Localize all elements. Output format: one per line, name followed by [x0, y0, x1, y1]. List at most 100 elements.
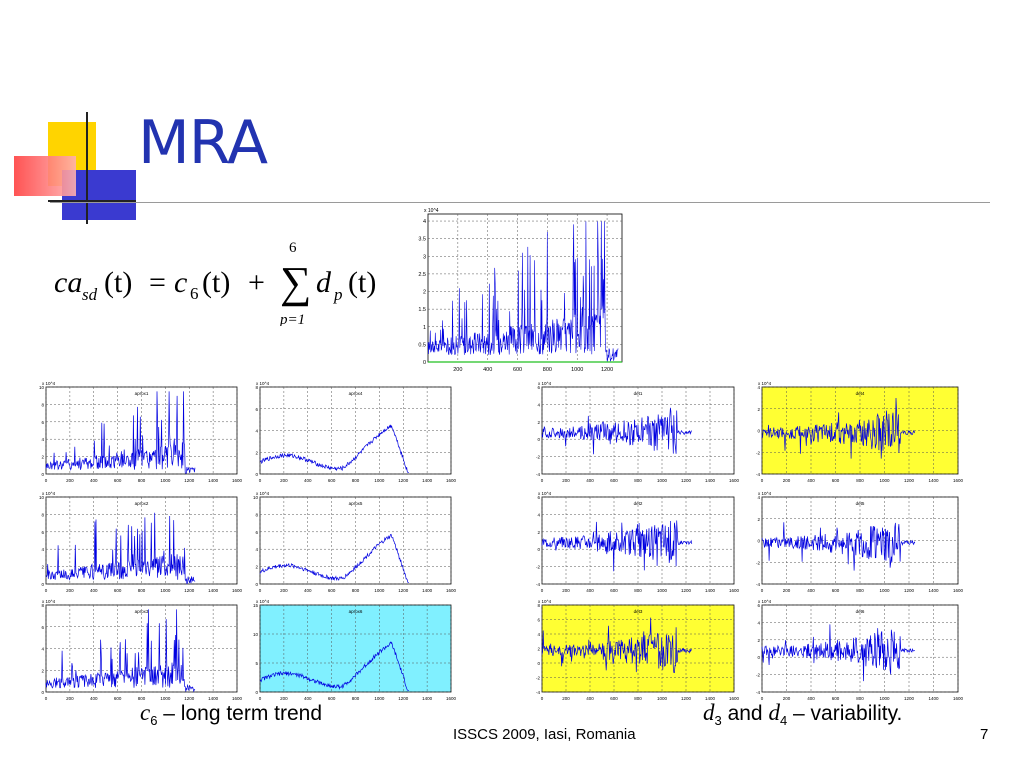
axis-exponent: x 10^4	[256, 381, 270, 386]
x-tick-label: 1200	[184, 478, 195, 483]
x-tick-label: 1400	[208, 588, 219, 593]
x-tick-label: 1200	[904, 478, 915, 483]
chart-aprox3: 0 200 400 600 800 1000 1200 1400 1600 0 2 4 6 8 x 10^4…	[36, 596, 243, 704]
x-tick-label: 200	[280, 588, 288, 593]
x-tick-label: 400	[586, 588, 594, 593]
x-tick-label: 1000	[571, 367, 583, 373]
x-tick-label: 400	[807, 696, 815, 701]
x-tick-label: 0	[541, 588, 544, 593]
formula-sum-top: 6	[289, 240, 297, 256]
y-tick-label: -4	[536, 690, 540, 695]
y-tick-label: 2	[255, 565, 258, 570]
x-tick-label: 200	[280, 478, 288, 483]
x-tick-label: 800	[634, 696, 642, 701]
x-tick-label: 0	[259, 478, 262, 483]
slide-title: MRA	[138, 108, 268, 178]
x-tick-label: 200	[562, 478, 570, 483]
panel-label: aprox4	[349, 391, 363, 396]
x-tick-label: 1600	[232, 478, 243, 483]
y-tick-label: 4	[537, 512, 540, 517]
x-tick-label: 800	[138, 478, 146, 483]
x-tick-label: 1400	[928, 588, 939, 593]
y-tick-label: 6	[537, 618, 540, 623]
y-tick-label: 3	[423, 254, 426, 260]
axis-exponent: x 10^4	[758, 491, 772, 496]
title-divider	[50, 202, 990, 203]
x-tick-label: 800	[856, 478, 864, 483]
panel-label: aprox6	[349, 609, 363, 614]
signal-line	[541, 407, 693, 455]
y-tick-label: 0	[757, 539, 760, 544]
formula-sum-bottom: p=1	[279, 312, 305, 326]
x-tick-label: 1200	[398, 696, 409, 701]
axis-exponent: x 10^4	[538, 599, 552, 604]
y-tick-label: 2	[41, 565, 44, 570]
x-tick-label: 800	[138, 696, 146, 701]
y-tick-label: 8	[41, 603, 44, 608]
x-tick-label: 0	[761, 478, 764, 483]
y-tick-label: 6	[537, 385, 540, 390]
x-tick-label: 200	[66, 478, 74, 483]
panel-label: det4	[856, 391, 865, 396]
formula-sigma: ∑	[280, 258, 311, 307]
caption-d4-symbol: d	[768, 700, 780, 725]
x-tick-label: 800	[856, 588, 864, 593]
y-tick-label: 1	[423, 325, 426, 331]
axis-exponent: x 10^4	[538, 491, 552, 496]
signal-line	[45, 512, 196, 585]
plot-area	[427, 213, 623, 363]
y-tick-label: 2.5	[418, 272, 426, 278]
signal-line	[259, 424, 409, 473]
axis-exponent: x 10^4	[256, 491, 270, 496]
signal-line	[45, 609, 196, 693]
caption-d4-sub: 4	[779, 713, 788, 729]
caption-and: and	[721, 702, 769, 725]
signal-line	[762, 397, 916, 459]
y-tick-label: 4	[537, 402, 540, 407]
y-tick-label: 0	[41, 690, 44, 695]
y-tick-label: 0.5	[418, 342, 426, 348]
x-tick-label: 1400	[422, 478, 433, 483]
formula-plus: +	[248, 266, 265, 299]
formula-lhs-sub: sd	[82, 285, 98, 304]
x-tick-label: 1400	[928, 696, 939, 701]
x-tick-label: 1600	[953, 478, 964, 483]
x-tick-label: 200	[783, 696, 791, 701]
x-tick-label: 600	[832, 696, 840, 701]
x-tick-label: 1400	[422, 696, 433, 701]
signal-line	[259, 533, 409, 583]
x-tick-label: 800	[138, 588, 146, 593]
x-tick-label: 600	[610, 588, 618, 593]
x-tick-label: 600	[610, 696, 618, 701]
y-tick-label: 0	[255, 472, 258, 477]
x-tick-label: 200	[783, 478, 791, 483]
y-tick-label: 6	[41, 530, 44, 535]
x-tick-label: 600	[328, 696, 336, 701]
y-tick-label: 4	[757, 620, 760, 625]
signal-line	[541, 520, 693, 572]
y-tick-label: 2	[537, 530, 540, 535]
y-tick-label: 4	[41, 547, 44, 552]
x-tick-label: 1600	[446, 588, 457, 593]
chart-aprox2: 0 200 400 600 800 1000 1200 1400 1600 0 2 4 6 8 10 x 10…	[36, 488, 243, 596]
x-tick-label: 400	[304, 696, 312, 701]
panel-label: aprox2	[135, 501, 149, 506]
x-tick-label: 400	[304, 478, 312, 483]
y-tick-label: 2	[41, 455, 44, 460]
caption-trend: c6 – long term trend	[140, 700, 322, 728]
caption-variability-text: – variability.	[787, 702, 903, 725]
y-tick-label: 10	[253, 632, 259, 637]
y-tick-label: 0	[757, 429, 760, 434]
caption-d3-sub: 3	[714, 713, 722, 729]
x-tick-label: 200	[783, 588, 791, 593]
x-tick-label: 600	[114, 478, 122, 483]
x-tick-label: 400	[483, 367, 492, 373]
y-tick-label: -4	[756, 472, 760, 477]
y-tick-label: 6	[255, 407, 258, 412]
mra-formula: ca sd (t) = c 6 (t) + 6 ∑ p=1 d p (t)	[54, 240, 376, 326]
signal-line	[761, 624, 916, 682]
x-tick-label: 800	[543, 367, 552, 373]
x-tick-label: 1200	[398, 478, 409, 483]
x-tick-label: 400	[586, 478, 594, 483]
formula-c-sub: 6	[190, 284, 199, 303]
